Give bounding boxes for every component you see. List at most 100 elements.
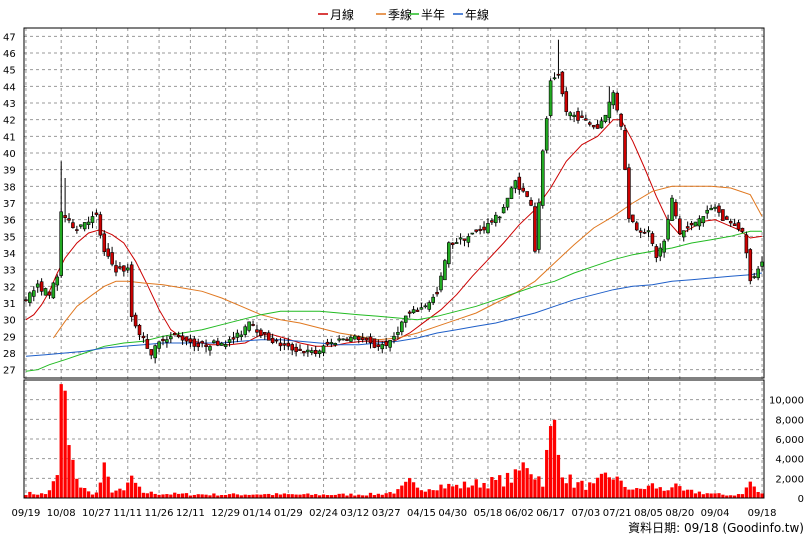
volume-bar — [580, 480, 584, 498]
volume-bar — [470, 485, 474, 498]
volume-bar — [595, 477, 600, 498]
volume-bar — [71, 459, 75, 498]
candle-body — [689, 222, 694, 226]
date-tick-label: 11/11 — [113, 508, 142, 519]
volume-bar — [411, 482, 416, 498]
candle-body — [693, 221, 698, 227]
date-tick-label: 09/04 — [701, 508, 730, 519]
volume-bar — [177, 493, 181, 498]
candle-body — [584, 118, 588, 121]
candle-body — [294, 346, 298, 352]
volume-bar — [263, 494, 267, 498]
candle-body — [756, 268, 760, 279]
volume-bar — [713, 493, 717, 498]
volume-tick-label: 4,000 — [775, 455, 804, 466]
date-axis: 09/19 10/08 10/27 11/11 11/26 12/11 12/29 01/14… — [12, 508, 777, 519]
candle-body — [63, 215, 67, 218]
candle-body — [259, 329, 263, 336]
volume-bar — [137, 486, 142, 498]
candle-body — [376, 344, 381, 347]
volume-bar — [349, 493, 353, 498]
price-tick-label: 33 — [3, 266, 16, 277]
candle-body — [380, 344, 385, 350]
volume-bar — [145, 493, 149, 498]
volume-bar — [415, 487, 420, 498]
candle-body — [568, 112, 572, 117]
candle-body — [333, 343, 338, 346]
candle-body — [98, 214, 103, 236]
candle-body — [110, 252, 114, 265]
volume-bar — [584, 489, 588, 498]
candle-body — [196, 343, 201, 348]
volume-bar — [697, 491, 702, 498]
candle-body — [615, 92, 619, 111]
candle-body — [329, 342, 334, 345]
candle-body — [407, 311, 412, 314]
candle-body — [462, 238, 467, 241]
volume-bar — [196, 494, 200, 498]
candle-body — [513, 180, 518, 189]
candle-body — [212, 340, 216, 343]
candle-body — [728, 221, 733, 224]
volume-tick-label: 6,000 — [775, 435, 804, 446]
volume-bar — [90, 494, 95, 498]
candle-body — [118, 266, 122, 269]
volume-bar — [666, 490, 670, 498]
volume-bar — [51, 481, 56, 498]
volume-bar — [658, 487, 662, 498]
candle-body — [478, 228, 482, 231]
volume-bar — [239, 495, 243, 498]
volume-bar — [607, 477, 611, 498]
candle-body — [133, 314, 138, 327]
volume-bar — [157, 494, 161, 498]
volume-bar — [619, 480, 623, 498]
candle-body — [501, 206, 506, 214]
volume-bar — [646, 485, 651, 498]
volume-bar — [243, 494, 247, 498]
volume-bar — [337, 493, 341, 498]
volume-bar — [462, 481, 467, 498]
volume-bar — [83, 487, 87, 498]
volume-bar — [650, 483, 655, 498]
price-tick-label: 40 — [3, 149, 16, 160]
candlesticks — [24, 39, 764, 364]
candle-body — [47, 291, 52, 296]
candle-body — [447, 242, 451, 265]
volume-bar — [86, 491, 91, 498]
volume-bar — [126, 482, 130, 498]
price-tick-label: 45 — [3, 66, 16, 77]
volume-bar — [501, 486, 506, 498]
candle-body — [360, 337, 365, 340]
volume-bar — [509, 482, 514, 498]
volume-bar — [364, 495, 369, 498]
volume-bar — [317, 495, 322, 498]
candle-body — [114, 265, 118, 273]
volume-bar — [725, 495, 729, 498]
candle-body — [497, 216, 502, 219]
date-tick-label: 10/08 — [47, 508, 76, 519]
volume-bar — [396, 489, 400, 498]
candle-body — [736, 222, 741, 230]
volume-bar — [278, 494, 283, 498]
candle-body — [286, 342, 291, 347]
price-tick-label: 46 — [3, 49, 16, 60]
candle-body — [662, 240, 666, 253]
legend-item-yearly: 年線 — [453, 7, 489, 22]
candle-body — [454, 242, 459, 244]
date-tick-label: 06/17 — [536, 508, 565, 519]
candle-body — [466, 236, 471, 243]
candle-body — [274, 339, 279, 342]
candle-body — [490, 220, 494, 223]
candle-body — [517, 176, 522, 190]
price-tick-label: 42 — [3, 116, 16, 127]
candle-body — [309, 350, 314, 353]
candle-body — [102, 233, 107, 253]
candle-body — [709, 207, 713, 211]
volume-bar — [408, 478, 412, 498]
date-tick-label: 08/20 — [665, 508, 694, 519]
candle-body — [321, 345, 326, 353]
candle-body — [59, 211, 63, 276]
candle-body — [740, 227, 745, 232]
volume-bar — [635, 488, 639, 498]
volume-bar — [678, 486, 682, 498]
